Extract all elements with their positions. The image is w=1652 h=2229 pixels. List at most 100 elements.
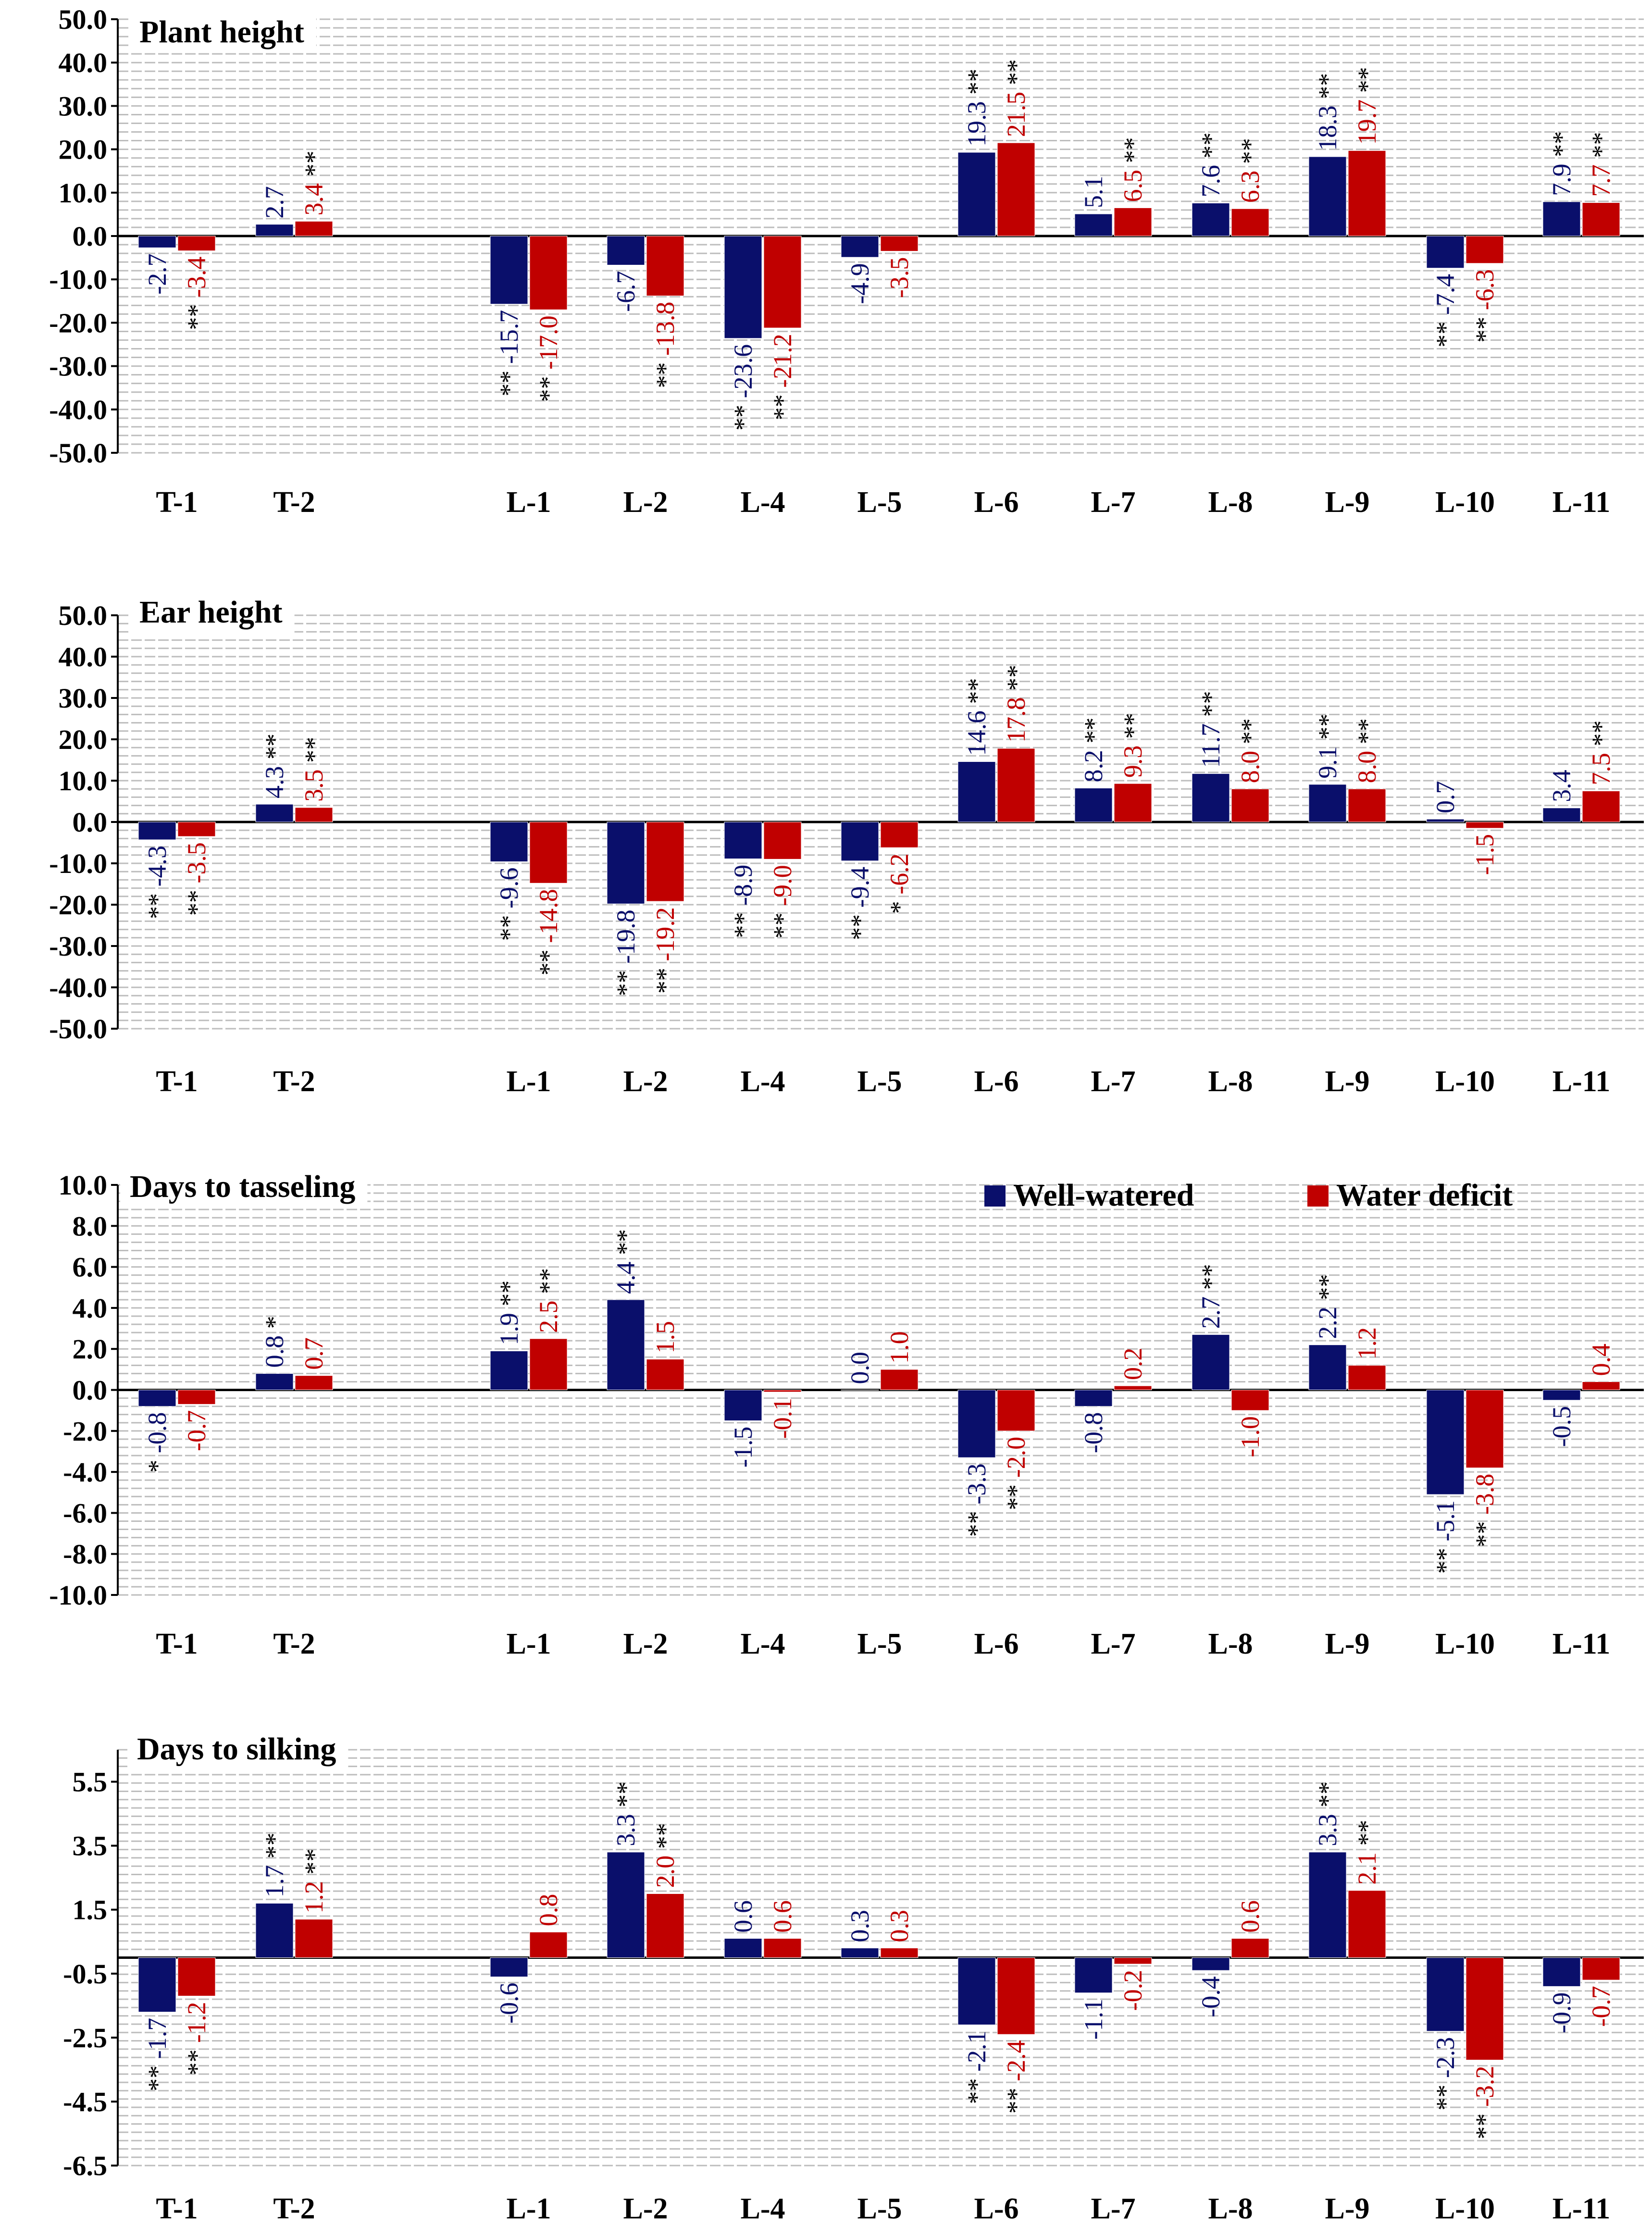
- data-label: * -6.2: [885, 853, 914, 914]
- x-tick-label: T-1: [156, 1628, 198, 1660]
- bar-water-deficit: [295, 221, 333, 237]
- significance-marker: **: [1196, 132, 1225, 165]
- data-label: ** -2.3: [1431, 2037, 1460, 2111]
- bar-well-watered: [138, 822, 176, 840]
- data-label: 0.7: [299, 1337, 328, 1370]
- data-label: ** -15.7: [495, 310, 523, 397]
- y-tick-label: 2.0: [73, 1333, 108, 1365]
- data-label: 19.7 **: [1353, 67, 1381, 145]
- significance-marker: **: [1470, 2107, 1499, 2140]
- significance-marker: **: [495, 909, 523, 941]
- chart-title: Days to tasseling: [130, 1169, 355, 1204]
- bar-well-watered: [724, 822, 762, 859]
- x-tick-label: L-8: [1208, 486, 1253, 519]
- data-label: -0.8: [1079, 1412, 1108, 1453]
- significance-marker: **: [143, 886, 172, 919]
- bar-well-watered: [490, 822, 528, 862]
- y-tick-label: 30.0: [59, 683, 108, 714]
- y-tick-label: 0.0: [73, 807, 108, 838]
- significance-marker: **: [962, 1505, 991, 1537]
- x-tick-label: L-6: [974, 1065, 1019, 1098]
- bar-water-deficit: [997, 1390, 1035, 1432]
- bar-well-watered: [607, 822, 645, 904]
- x-tick-label: L-4: [741, 1628, 785, 1660]
- bar-water-deficit: [295, 1375, 333, 1391]
- data-label: 7.7 **: [1587, 132, 1615, 197]
- bar-water-deficit: [529, 1931, 568, 1958]
- chart-days-to-silking: Days to silking 5.5 3.5 1.5 -0.5 -2.5 -4.5 -6.5…: [63, 1726, 1644, 2225]
- significance-marker: **: [1431, 2078, 1460, 2111]
- data-label: ** -3.2: [1470, 2066, 1499, 2139]
- data-label: -0.2: [1118, 1970, 1147, 2011]
- data-label: ** -3.5: [182, 842, 211, 916]
- data-label: ** -5.1: [1431, 1500, 1460, 1574]
- x-tick-label: L-4: [741, 2192, 785, 2225]
- significance-marker: **: [1313, 1781, 1342, 1814]
- bar-water-deficit: [646, 822, 684, 902]
- data-label: ** -8.9: [729, 865, 758, 938]
- x-tick-label: L-10: [1435, 1628, 1495, 1660]
- x-tick-label: L-4: [741, 486, 785, 519]
- y-tick-label: -0.5: [63, 1958, 107, 1990]
- bar-well-watered: [490, 1957, 528, 1977]
- x-tick-label: L-8: [1208, 1065, 1253, 1098]
- bar-well-watered: [1308, 156, 1347, 237]
- x-tick-label: T-2: [273, 1065, 315, 1098]
- data-label: -0.1: [768, 1398, 797, 1439]
- chart-title: Plant height: [139, 14, 304, 50]
- bar-water-deficit: [1582, 1957, 1620, 1980]
- y-tick-label: -8.0: [63, 1539, 107, 1570]
- bar-well-watered: [1074, 1957, 1113, 1993]
- x-tick-label: L-7: [1091, 1628, 1136, 1660]
- data-label: 19.3 **: [962, 69, 991, 147]
- bar-well-watered: [607, 1299, 645, 1391]
- legend-label-water-deficit: Water deficit: [1336, 1178, 1513, 1213]
- bar-water-deficit: [1348, 1890, 1386, 1958]
- significance-marker: **: [1002, 665, 1031, 697]
- data-label: 7.6 **: [1196, 132, 1225, 197]
- significance-marker: **: [1353, 67, 1381, 100]
- significance-marker: **: [1118, 713, 1147, 746]
- bar-well-watered: [1192, 1334, 1230, 1390]
- significance-marker: *: [143, 1453, 172, 1473]
- data-label: ** -1.7: [143, 2018, 172, 2092]
- bar-water-deficit: [646, 1893, 684, 1958]
- x-tick-label: L-11: [1553, 1065, 1611, 1098]
- bar-well-watered: [1074, 1390, 1113, 1407]
- data-label: ** -19.2: [651, 907, 680, 994]
- data-label: 8.0 **: [1236, 718, 1265, 783]
- bar-well-watered: [1192, 202, 1230, 237]
- x-tick-label: L-1: [507, 2192, 551, 2225]
- data-label: -0.7: [182, 1410, 211, 1451]
- bar-well-watered: [490, 1350, 528, 1391]
- significance-marker: **: [1002, 1478, 1031, 1510]
- data-label: 9.3 **: [1118, 713, 1147, 778]
- bar-well-watered: [255, 1903, 294, 1958]
- x-tick-label: L-9: [1325, 1065, 1370, 1098]
- data-label: 0.7: [1431, 781, 1460, 813]
- bar-well-watered: [1426, 236, 1465, 269]
- legend-swatch-water-deficit: [1307, 1185, 1329, 1207]
- x-tick-label: L-1: [507, 1065, 551, 1098]
- bar-well-watered: [1542, 808, 1581, 822]
- bar-well-watered: [1542, 201, 1581, 237]
- significance-marker: **: [962, 2072, 991, 2104]
- y-tick-label: 10.0: [59, 765, 108, 797]
- x-tick-label: L-5: [857, 1065, 902, 1098]
- data-label: 6.3 **: [1236, 138, 1265, 203]
- data-label: ** -3.3: [962, 1463, 991, 1537]
- x-tick-label: L-6: [974, 486, 1019, 519]
- bar-water-deficit: [763, 1938, 802, 1958]
- significance-marker: **: [260, 1832, 289, 1865]
- bar-water-deficit: [880, 1948, 919, 1958]
- data-label: 0.6: [729, 1900, 758, 1933]
- bar-well-watered: [1426, 1957, 1465, 2032]
- significance-marker: **: [260, 734, 289, 766]
- legend: Well-watered Water deficit: [984, 1178, 1513, 1213]
- data-label: 2.2 **: [1313, 1274, 1342, 1339]
- data-label: ** -3.8: [1470, 1474, 1499, 1547]
- data-label: ** -23.6: [729, 344, 758, 431]
- data-label: -1.0: [1236, 1416, 1265, 1457]
- data-label: ** -13.8: [651, 301, 680, 388]
